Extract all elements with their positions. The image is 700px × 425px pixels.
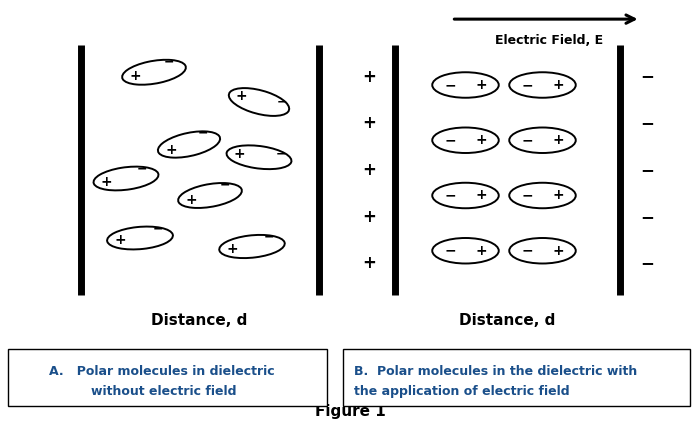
Text: +: + — [227, 242, 238, 256]
Text: −: − — [164, 55, 174, 68]
Text: −: − — [640, 68, 654, 85]
Text: +: + — [475, 189, 486, 202]
Text: A.   Polar molecules in dielectric: A. Polar molecules in dielectric — [49, 366, 274, 378]
Text: +: + — [475, 133, 486, 147]
Text: −: − — [522, 244, 533, 258]
Text: −: − — [640, 208, 654, 226]
Text: −: − — [197, 127, 208, 140]
Text: +: + — [234, 147, 246, 161]
Text: +: + — [363, 114, 377, 132]
Text: Figure 1: Figure 1 — [314, 404, 386, 419]
Text: −: − — [640, 255, 654, 272]
Text: −: − — [522, 133, 533, 147]
Text: +: + — [130, 69, 141, 83]
Text: B.  Polar molecules in the dielectric with: B. Polar molecules in the dielectric wit… — [354, 366, 637, 378]
Text: −: − — [444, 133, 456, 147]
Text: −: − — [264, 231, 274, 244]
Bar — [8, 348, 327, 406]
Text: +: + — [552, 133, 564, 147]
Text: +: + — [475, 244, 486, 258]
Text: +: + — [363, 68, 377, 85]
Text: −: − — [444, 189, 456, 202]
Text: +: + — [115, 233, 126, 247]
Text: +: + — [363, 161, 377, 179]
Text: +: + — [186, 193, 197, 207]
Text: +: + — [475, 78, 486, 92]
Text: +: + — [552, 189, 564, 202]
Text: without electric field: without electric field — [91, 385, 237, 398]
Bar — [343, 348, 690, 406]
Text: −: − — [220, 178, 230, 192]
Text: +: + — [165, 143, 176, 157]
Text: −: − — [137, 162, 148, 176]
Text: −: − — [153, 223, 163, 236]
Text: −: − — [444, 78, 456, 92]
Text: −: − — [276, 96, 287, 109]
Text: +: + — [363, 208, 377, 226]
Text: −: − — [276, 147, 286, 161]
Text: +: + — [552, 78, 564, 92]
Text: −: − — [522, 78, 533, 92]
Text: the application of electric field: the application of electric field — [354, 385, 569, 398]
Text: +: + — [236, 89, 248, 103]
Text: −: − — [444, 244, 456, 258]
Text: Distance, d: Distance, d — [459, 313, 556, 329]
Text: Distance, d: Distance, d — [151, 313, 248, 329]
Text: −: − — [522, 189, 533, 202]
Text: −: − — [640, 114, 654, 132]
Text: −: − — [640, 161, 654, 179]
Text: +: + — [101, 175, 113, 189]
Text: +: + — [552, 244, 564, 258]
Text: +: + — [363, 255, 377, 272]
Text: Electric Field, E: Electric Field, E — [496, 34, 603, 47]
